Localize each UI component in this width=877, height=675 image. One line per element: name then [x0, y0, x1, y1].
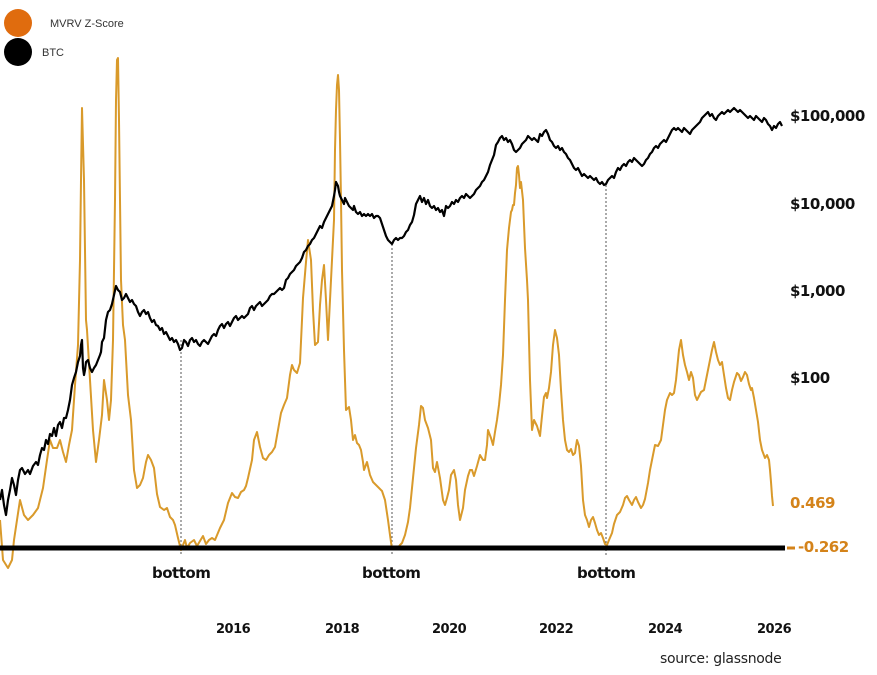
x-axis-label-2020: 2020	[432, 622, 467, 637]
btc-price-line	[0, 106, 783, 517]
bottom-annotation-2022: bottom	[577, 564, 636, 582]
y-axis-label-100: $100	[790, 369, 830, 387]
btc-legend-dot-icon	[4, 38, 32, 66]
y-axis-label-1000: $1,000	[790, 282, 845, 300]
x-axis-label-2016: 2016	[216, 622, 251, 637]
source-attribution: source: glassnode	[660, 651, 782, 667]
mvrv-legend-dot-icon	[4, 9, 32, 37]
y-axis-label-10000: $10,000	[790, 195, 855, 213]
chart-legend: MVRV Z-Score BTC	[0, 0, 200, 80]
mvrv-baseline-value: -0.262	[798, 538, 849, 556]
legend-label-btc: BTC	[42, 47, 64, 59]
legend-label-mvrv: MVRV Z-Score	[50, 18, 124, 30]
bottom-annotation-2015: bottom	[152, 564, 211, 582]
mvrv-current-value: 0.469	[790, 494, 835, 512]
x-axis-label-2018: 2018	[325, 622, 360, 637]
x-axis-label-2022: 2022	[539, 622, 574, 637]
bottom-annotation-2019: bottom	[362, 564, 421, 582]
mvrv-zscore-line	[0, 57, 774, 569]
x-axis-label-2026: 2026	[757, 622, 792, 637]
y-axis-label-100000: $100,000	[790, 107, 865, 125]
x-axis-label-2024: 2024	[648, 622, 683, 637]
